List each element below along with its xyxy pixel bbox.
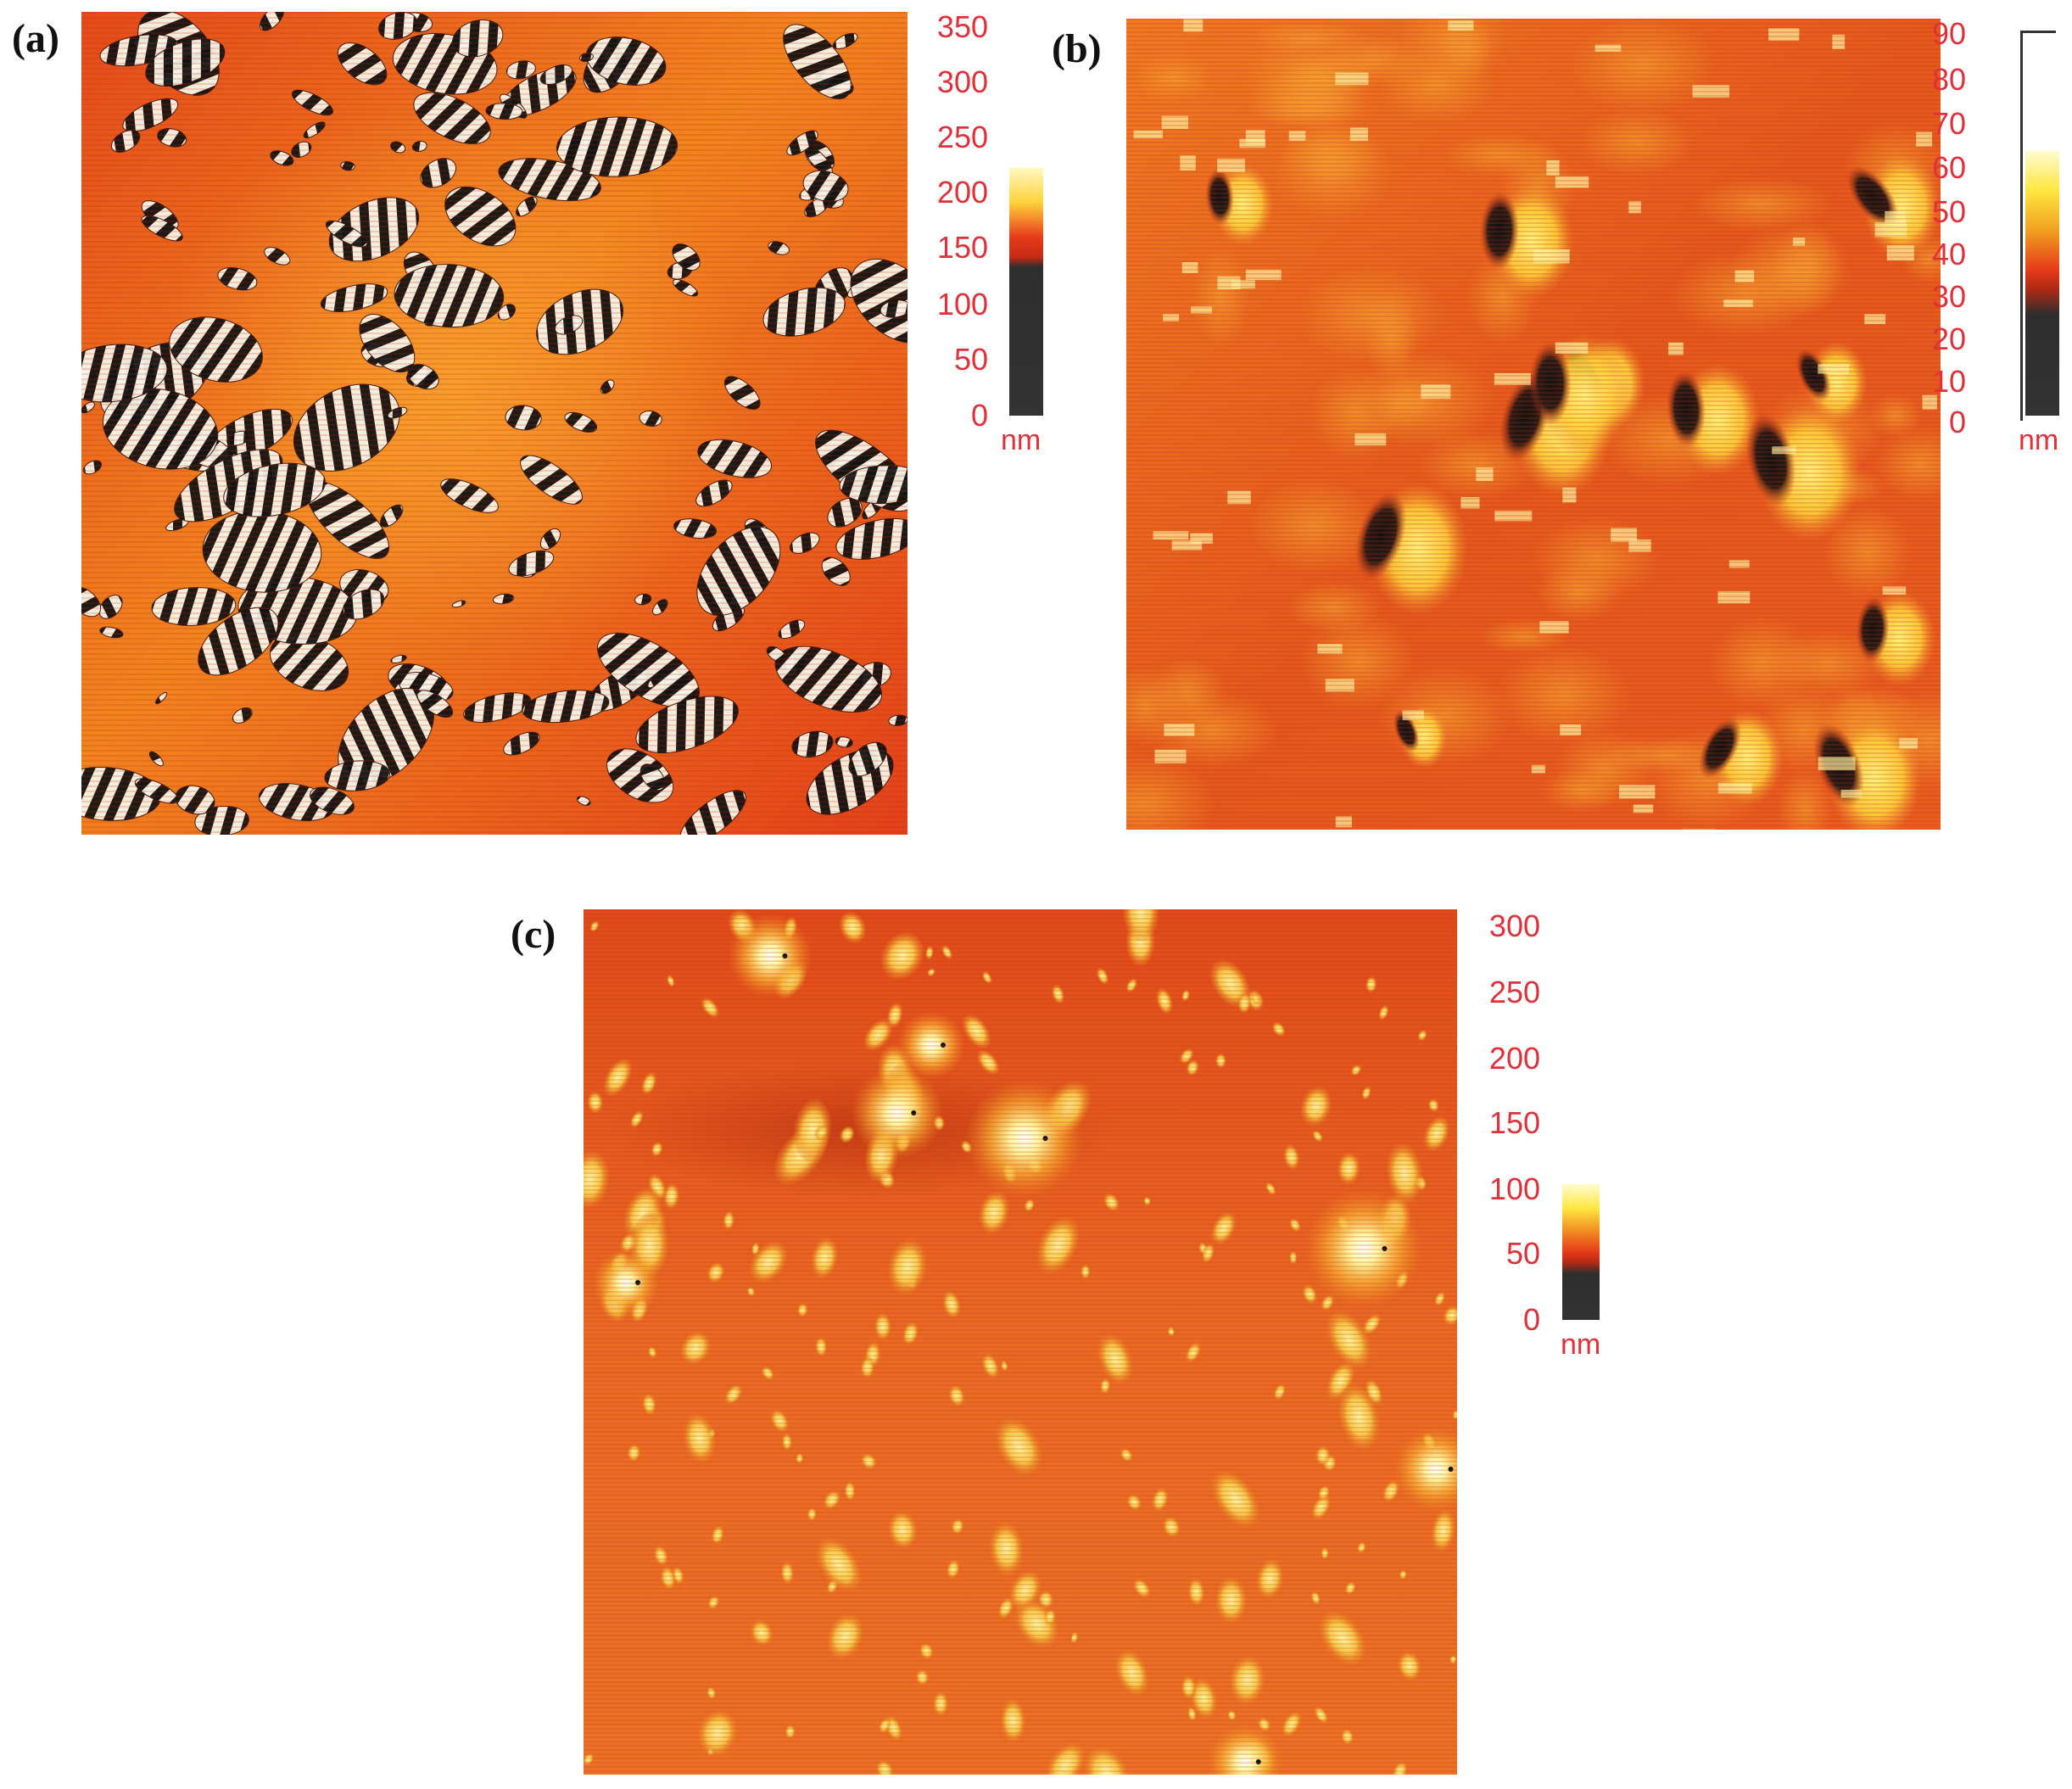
scale-c-tick-5: 50 bbox=[1505, 1236, 1540, 1271]
scale-b-tick-3: 60 bbox=[1931, 150, 1966, 185]
scale-c-unit: nm bbox=[1561, 1328, 1601, 1361]
scale-b-tick-8: 10 bbox=[1931, 364, 1966, 399]
colorbar-a bbox=[1009, 168, 1043, 416]
scale-b-axis-line bbox=[2020, 31, 2023, 421]
afm-image-c bbox=[584, 909, 1457, 1775]
scale-b-tick-2: 70 bbox=[1931, 106, 1966, 141]
afm-topography-c bbox=[584, 909, 1457, 1775]
panel-label-c: (c) bbox=[511, 912, 556, 957]
panel-label-a: (a) bbox=[12, 16, 59, 61]
scale-c-tick-2: 200 bbox=[1488, 1041, 1540, 1076]
scale-a-tick-5: 100 bbox=[936, 287, 988, 321]
scale-b-unit: nm bbox=[2019, 424, 2059, 456]
afm-image-b bbox=[1126, 19, 1941, 830]
colorbar-c bbox=[1562, 1184, 1600, 1320]
scale-c-tick-0: 300 bbox=[1488, 908, 1540, 943]
scale-b-tick-1: 80 bbox=[1931, 62, 1966, 97]
scale-a-tick-0: 350 bbox=[936, 9, 988, 44]
scale-b-tick-9: 0 bbox=[1948, 405, 1966, 439]
colorbar-b bbox=[2025, 151, 2059, 416]
scale-a-unit: nm bbox=[1001, 424, 1042, 456]
afm-topography-a bbox=[81, 12, 908, 835]
scale-c-tick-4: 100 bbox=[1488, 1171, 1540, 1206]
scale-a-tick-1: 300 bbox=[936, 64, 988, 99]
scale-c-tick-1: 250 bbox=[1488, 975, 1540, 1009]
scale-a-tick-3: 200 bbox=[936, 175, 988, 210]
scale-b-tick-5: 40 bbox=[1931, 237, 1966, 271]
scale-b-tick-0: 90 bbox=[1931, 16, 1966, 51]
afm-topography-b bbox=[1126, 19, 1941, 830]
scale-c-tick-6: 0 bbox=[1522, 1302, 1540, 1337]
scale-b-axis-cap bbox=[2020, 31, 2056, 33]
scale-a-tick-4: 150 bbox=[936, 230, 988, 265]
scale-b-tick-7: 20 bbox=[1931, 321, 1966, 356]
scale-b-tick-6: 30 bbox=[1931, 279, 1966, 314]
panel-label-b: (b) bbox=[1052, 26, 1102, 71]
scale-a-tick-7: 0 bbox=[970, 398, 988, 433]
afm-image-a bbox=[81, 12, 908, 835]
scale-a-tick-2: 250 bbox=[936, 120, 988, 154]
scale-c-tick-3: 150 bbox=[1488, 1105, 1540, 1140]
scale-a-tick-6: 50 bbox=[953, 342, 988, 377]
scale-b-tick-4: 50 bbox=[1931, 194, 1966, 229]
